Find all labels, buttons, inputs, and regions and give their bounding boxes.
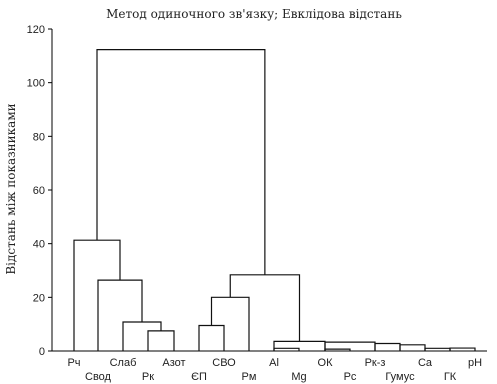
leaf-label: Mg xyxy=(291,371,306,383)
dendrogram-link xyxy=(229,274,301,342)
leaf-label: Ca xyxy=(418,357,433,369)
dendrogram-link xyxy=(96,49,266,275)
dendrogram-link xyxy=(399,344,426,351)
leaf-label: ЄП xyxy=(191,371,207,383)
leaf-label: Рк-з xyxy=(365,357,386,369)
leaf-label: Рк xyxy=(142,371,154,383)
dendrogram-link xyxy=(97,279,143,351)
dendrogram-link xyxy=(449,347,476,351)
y-tick-label: 100 xyxy=(27,78,45,90)
leaf-label: Свод xyxy=(85,371,112,383)
y-tick-label: 40 xyxy=(33,239,45,251)
dendrogram-link xyxy=(122,321,162,351)
dendrogram-link xyxy=(198,324,225,351)
y-axis-label: Відстань між показниками xyxy=(4,103,18,274)
y-tick-label: 60 xyxy=(33,185,45,197)
plot-area: 0 20 40 60 80 100 120 Рч Свод Слаб Рк Азот ЄП СВО Рм Al… xyxy=(27,24,487,383)
y-tick-label: 120 xyxy=(27,24,45,36)
leaf-label: Гумус xyxy=(385,371,415,383)
leaf-label: Азот xyxy=(162,357,185,369)
leaf-label: Al xyxy=(269,357,279,369)
dendrogram-link xyxy=(147,330,175,351)
y-tick-label: 80 xyxy=(33,131,45,143)
dendrogram-link xyxy=(210,296,250,351)
leaf-label: pH xyxy=(468,357,482,369)
chart-title: Метод одиночного зв'язку; Евклідова відс… xyxy=(106,7,402,21)
leaf-label: ОК xyxy=(318,357,334,369)
leaf-label: Рс xyxy=(344,371,357,383)
dendrogram-link xyxy=(73,239,121,351)
leaf-label: ГК xyxy=(444,371,457,383)
leaf-label: Рм xyxy=(242,371,257,383)
y-tick-label: 20 xyxy=(33,292,45,304)
leaf-label: Слаб xyxy=(110,357,137,369)
leaf-label: Рч xyxy=(67,357,80,369)
leaf-label: СВО xyxy=(212,357,236,369)
y-tick-label: 0 xyxy=(39,346,45,358)
dendrogram-link xyxy=(374,342,401,351)
